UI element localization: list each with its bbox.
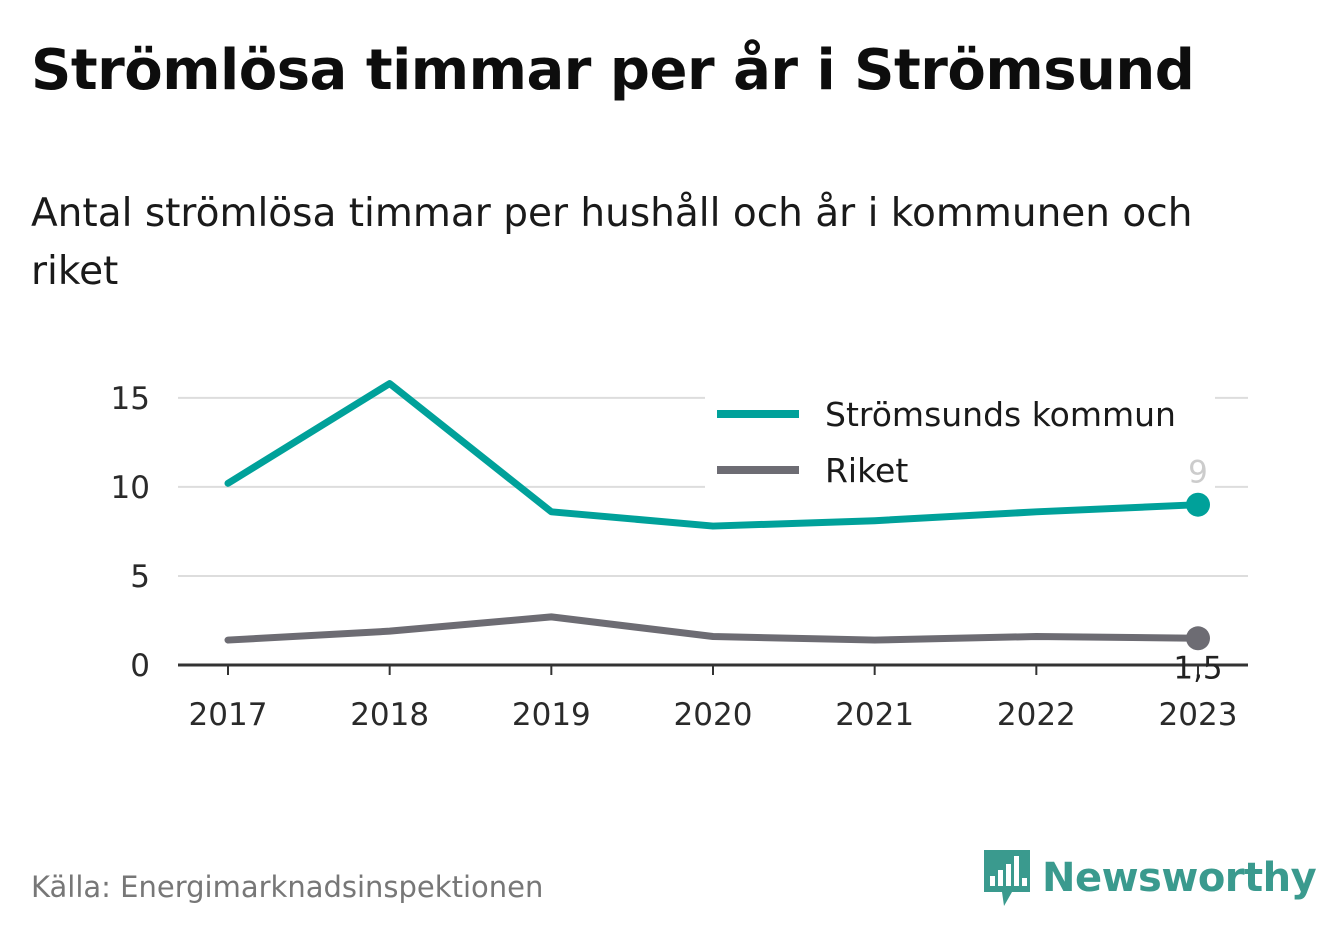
brand-logo: Newsworthy	[982, 848, 1317, 908]
x-tick-label: 2019	[512, 697, 591, 733]
x-tick-label: 2023	[1159, 697, 1238, 733]
y-tick-label: 15	[111, 381, 150, 417]
brand-name: Newsworthy	[1042, 855, 1317, 901]
legend-label: Riket	[825, 451, 908, 490]
chart-title: Strömlösa timmar per år i Strömsund	[31, 38, 1195, 103]
x-tick-label: 2018	[350, 697, 429, 733]
x-tick-label: 2017	[189, 697, 268, 733]
x-tick-label: 2022	[997, 697, 1076, 733]
series-end-label: 9	[1188, 455, 1208, 491]
source-note: Källa: Energimarknadsinspektionen	[31, 870, 544, 904]
x-tick-label: 2020	[674, 697, 753, 733]
series-end-label: 1,5	[1173, 650, 1222, 686]
y-tick-label: 0	[130, 648, 150, 684]
series-line	[224, 613, 1202, 644]
bar-chart-speech-bubble-icon	[984, 850, 1030, 906]
y-tick-label: 10	[111, 470, 150, 506]
series-end-point	[1186, 492, 1210, 517]
line-chart: 0 5 10 15 Strömsunds kommun Riket 2017 2018 2019…	[111, 380, 1248, 733]
x-tick-label: 2021	[835, 697, 914, 733]
series-line	[224, 380, 1202, 530]
chart-subtitle: Antal strömlösa timmar per hushåll och å…	[31, 191, 1193, 294]
series-end-point	[1186, 626, 1210, 651]
legend-label: Strömsunds kommun	[825, 395, 1176, 434]
legend-background	[705, 385, 1215, 500]
y-tick-label: 5	[130, 559, 150, 595]
